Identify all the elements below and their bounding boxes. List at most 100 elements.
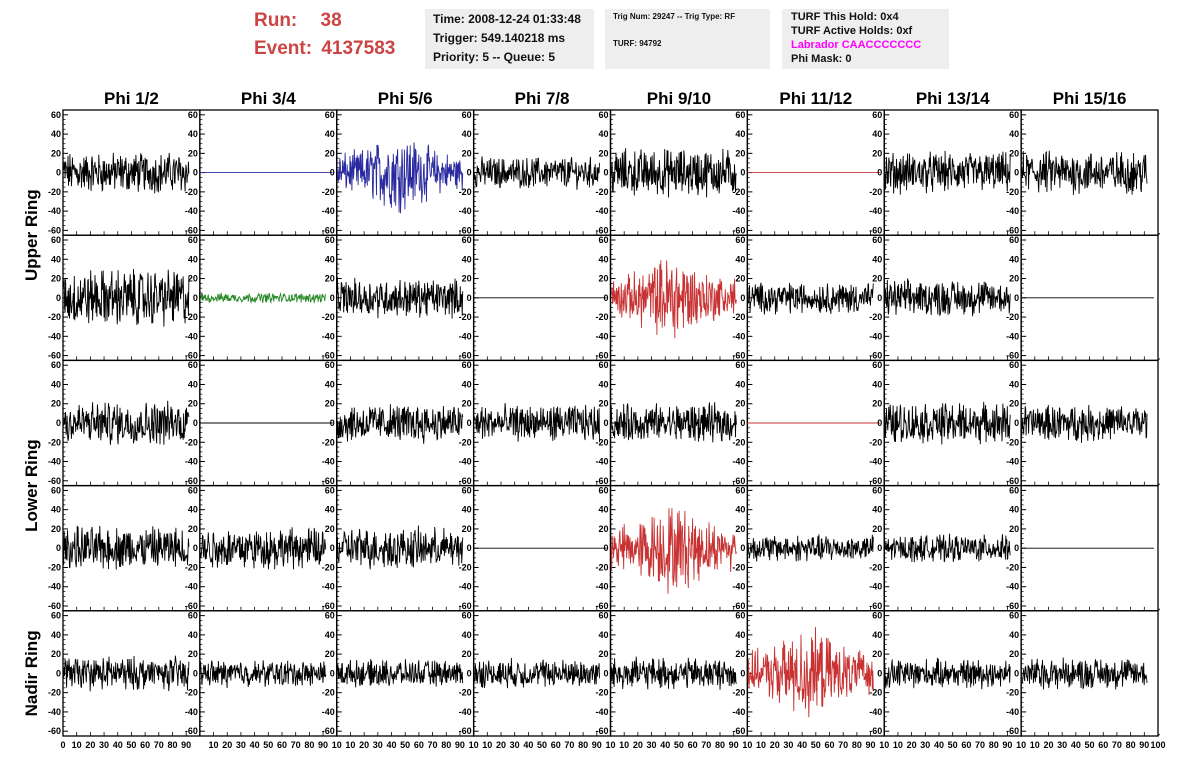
y-tick-label: 0 [603, 418, 608, 428]
y-tick-label: 20 [735, 399, 745, 409]
waveform-trace [63, 152, 190, 194]
y-tick-label: 40 [598, 129, 608, 139]
y-tick-label: -60 [322, 351, 335, 361]
x-tick-label: 60 [824, 740, 834, 750]
x-tick-label: 10 [756, 740, 766, 750]
x-tick-label: 20 [1043, 740, 1053, 750]
x-tick-label: 80 [578, 740, 588, 750]
y-tick-label: 40 [872, 505, 882, 515]
y-tick-label: 0 [603, 543, 608, 553]
y-tick-label: 0 [1014, 293, 1019, 303]
y-tick-label: 60 [1009, 235, 1019, 245]
y-tick-label: 40 [325, 379, 335, 389]
y-tick-label: 40 [325, 129, 335, 139]
y-tick-label: -40 [869, 206, 882, 216]
y-tick-label: 60 [325, 235, 335, 245]
y-tick-label: 40 [735, 254, 745, 264]
waveform-trace [63, 268, 190, 327]
column-title: Phi 1/2 [104, 89, 159, 108]
x-tick-label: 30 [920, 740, 930, 750]
y-tick-label: 20 [872, 649, 882, 659]
x-tick-label: 20 [85, 740, 95, 750]
x-tick-label: 90 [866, 740, 876, 750]
y-tick-label: -60 [459, 726, 472, 736]
y-tick-label: 0 [1014, 168, 1019, 178]
waveform-trace [610, 508, 737, 594]
turf-hold-text: TURF This Hold: 0x4 [791, 11, 899, 23]
y-tick-label: -60 [732, 351, 745, 361]
waveform-trace [884, 150, 1011, 195]
y-tick-label: -40 [732, 707, 745, 717]
x-tick-label: 80 [989, 740, 999, 750]
x-tick-label: 0 [60, 740, 65, 750]
y-tick-label: 40 [51, 129, 61, 139]
y-tick-label: 0 [877, 168, 882, 178]
y-tick-label: 20 [598, 399, 608, 409]
y-tick-label: -20 [732, 688, 745, 698]
y-tick-label: -20 [869, 688, 882, 698]
waveform-trace [610, 148, 737, 198]
y-tick-label: 40 [872, 129, 882, 139]
ring-label: Lower Ring [22, 439, 41, 532]
waveform-trace [610, 656, 737, 690]
y-tick-label: 60 [325, 611, 335, 621]
y-tick-label: 20 [188, 524, 198, 534]
waveform-trace [747, 534, 874, 562]
y-tick-label: 0 [56, 293, 61, 303]
edge-tick [1157, 232, 1161, 236]
y-tick-label: -60 [869, 476, 882, 486]
y-tick-label: -20 [459, 437, 472, 447]
y-tick-label: 40 [735, 129, 745, 139]
y-tick-label: 0 [330, 543, 335, 553]
y-tick-label: 60 [735, 611, 745, 621]
y-tick-label: -40 [322, 206, 335, 216]
y-tick-label: 20 [1009, 274, 1019, 284]
y-tick-label: 60 [1009, 110, 1019, 120]
x-tick-label: 80 [304, 740, 314, 750]
y-tick-label: -40 [322, 331, 335, 341]
y-tick-label: 20 [462, 399, 472, 409]
y-tick-label: 0 [740, 668, 745, 678]
y-tick-label: 60 [872, 611, 882, 621]
y-tick-label: -20 [459, 187, 472, 197]
y-tick-label: -60 [322, 726, 335, 736]
edge-tick [1157, 733, 1161, 737]
y-tick-label: 60 [325, 110, 335, 120]
waveform-trace [747, 626, 874, 718]
y-tick-label: 40 [462, 254, 472, 264]
x-tick-label: 90 [455, 740, 465, 750]
y-tick-label: 60 [51, 360, 61, 370]
y-tick-label: -20 [322, 437, 335, 447]
trig-info-box: Trig Num: 29247 -- Trig Type: RF TURF: 9… [605, 9, 770, 69]
y-tick-label: 40 [598, 630, 608, 640]
x-tick-label: 90 [1139, 740, 1149, 750]
x-tick-label: 10 [619, 740, 629, 750]
waveform-trace [473, 156, 600, 190]
x-tick-label: 40 [523, 740, 533, 750]
waveform-trace [336, 525, 464, 570]
y-tick-label: 60 [1009, 611, 1019, 621]
y-tick-label: -20 [869, 562, 882, 572]
y-tick-label: 40 [1009, 505, 1019, 515]
edge-tick [1157, 608, 1161, 612]
y-tick-label: -40 [48, 206, 61, 216]
y-tick-label: 40 [598, 379, 608, 389]
y-tick-label: -40 [595, 206, 608, 216]
y-tick-label: 0 [467, 668, 472, 678]
y-tick-label: -20 [1006, 688, 1019, 698]
y-tick-label: -40 [185, 206, 198, 216]
y-tick-label: 0 [467, 418, 472, 428]
y-tick-label: 20 [598, 524, 608, 534]
y-tick-label: -60 [732, 601, 745, 611]
y-tick-label: 0 [56, 543, 61, 553]
y-tick-label: -40 [869, 582, 882, 592]
y-tick-label: -20 [869, 187, 882, 197]
y-tick-label: 60 [462, 611, 472, 621]
y-tick-label: -20 [459, 688, 472, 698]
y-tick-label: -20 [322, 562, 335, 572]
y-tick-label: 20 [462, 274, 472, 284]
waveform-trace [747, 282, 874, 315]
x-tick-label: 10 [605, 740, 615, 750]
y-tick-label: -40 [869, 331, 882, 341]
y-tick-label: 20 [598, 148, 608, 158]
